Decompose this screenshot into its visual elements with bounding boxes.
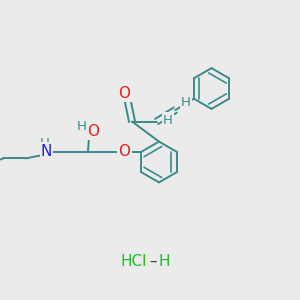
Text: H: H [181, 96, 191, 109]
Text: H: H [40, 137, 50, 150]
Text: H: H [76, 120, 86, 134]
Text: –: – [149, 254, 157, 268]
Text: HCl: HCl [120, 254, 147, 268]
Text: O: O [118, 144, 130, 159]
Text: N: N [41, 144, 52, 159]
Text: O: O [87, 124, 99, 139]
Text: O: O [118, 86, 130, 101]
Text: H: H [163, 113, 173, 127]
Text: H: H [159, 254, 170, 268]
